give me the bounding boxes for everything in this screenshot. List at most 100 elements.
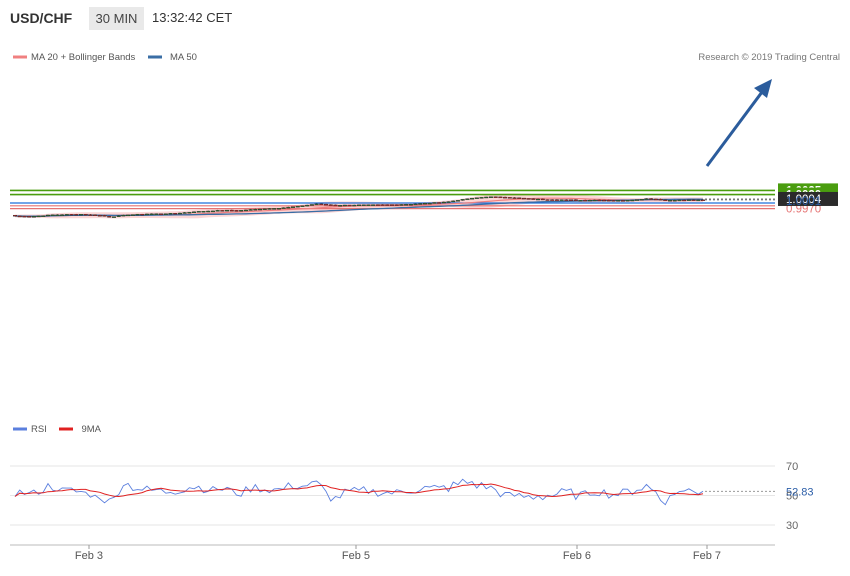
candle-body [45,214,50,217]
candle-body [210,210,215,213]
candle [36,215,41,218]
candle [446,201,451,203]
candle [455,200,460,202]
candle-body [691,199,696,201]
candle [677,199,682,202]
candle [163,213,168,215]
candle-body [404,204,409,206]
candle [225,209,230,212]
candle [262,208,267,210]
candle-body [135,213,140,216]
candle-body [83,213,88,216]
candle-body [319,203,324,206]
candle-body [12,214,17,217]
time-tick-label: Feb 3 [75,550,103,562]
candle-body [540,198,545,201]
candle-body [36,215,41,218]
candle-body [512,197,517,199]
candle [300,205,305,207]
last-close-label: 1.0001 [786,196,821,208]
candle [50,214,55,216]
candle [479,197,484,199]
candle [201,211,206,213]
candle-body [248,209,253,211]
candle [682,199,687,202]
candle [432,202,437,204]
candle [418,203,423,205]
candle [130,214,135,216]
candle-body [64,214,69,216]
candle [177,212,182,215]
arrow-shaft [705,87,767,167]
candle-body [333,204,338,207]
candle [512,197,517,199]
candle [12,214,17,217]
candle [474,197,479,199]
candle [564,199,569,201]
candle-body [196,211,201,213]
candle-body [328,204,333,206]
last-price-tag [778,191,838,206]
candle [635,199,640,201]
candle-body [225,209,230,212]
candle-body [587,199,592,202]
timeframe-button[interactable]: 30 MIN [89,7,144,30]
candle-body [559,199,564,201]
candle-body [668,200,673,202]
candle [583,199,588,202]
symbol-label: USD/CHF [10,10,73,26]
candle-body [352,204,357,207]
candle-body [111,216,116,218]
level-labels: 1.00351.00200.99900.99800.99701.00041.00… [778,183,838,216]
candle [503,196,508,199]
candle-body [451,200,456,203]
candle-body [498,196,503,199]
candle [93,214,98,216]
candle-body [78,214,83,216]
candle-body [658,198,663,201]
candle-body [168,213,173,215]
candle [545,199,550,201]
candle-body [140,213,145,216]
candle [404,203,409,206]
candle-body [616,200,621,202]
candle [375,204,380,206]
candle-body [653,198,658,201]
candle-body [399,204,404,206]
candle-body [130,214,135,216]
candle-body [253,208,258,211]
candle-body [144,213,149,216]
candle-body [517,197,522,199]
candle-body [262,208,267,210]
candle-body [243,209,248,212]
candle-body [663,199,668,202]
candle [460,199,465,201]
candle [27,216,32,218]
candle [64,214,69,216]
candle [465,198,470,201]
candle [668,199,673,202]
candle [498,196,503,199]
ma20-legend-swatch [13,55,27,59]
candle-body [102,215,107,217]
time-axis: Feb 3 Feb 5 Feb 6 Feb 7 [10,544,775,562]
candle [116,215,121,217]
candle-body [177,212,182,215]
candle [168,213,173,215]
candle [653,198,658,201]
candle [625,199,630,202]
candle [234,209,239,212]
candle [338,204,343,207]
candle [60,214,65,216]
candle-body [234,210,239,212]
candle [272,208,277,210]
candle [45,214,50,217]
candle [276,208,281,210]
candle [17,215,22,218]
candle [484,196,489,199]
candle-body [630,199,635,202]
time-tick-label: Feb 7 [693,550,721,562]
candle-body [17,215,22,218]
candle-body [672,200,677,202]
